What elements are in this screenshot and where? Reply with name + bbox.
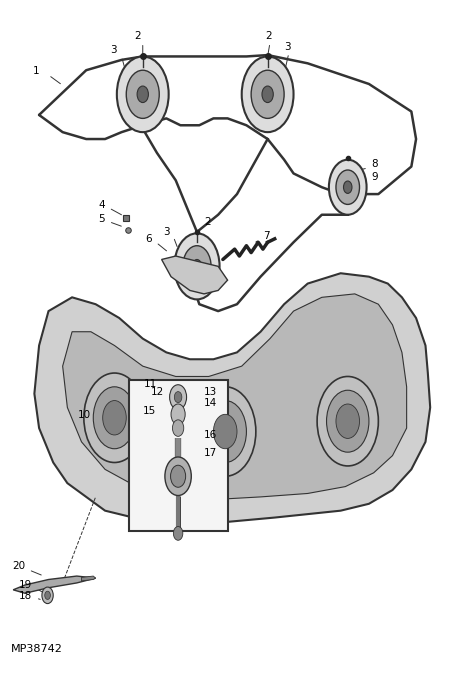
Text: 12: 12	[151, 387, 164, 397]
Polygon shape	[162, 256, 228, 294]
Circle shape	[329, 160, 366, 215]
Text: 19: 19	[19, 580, 32, 589]
Circle shape	[45, 591, 50, 600]
Circle shape	[171, 404, 185, 425]
Text: 3: 3	[164, 227, 170, 238]
Circle shape	[262, 86, 273, 102]
Circle shape	[174, 392, 182, 403]
Circle shape	[84, 373, 145, 462]
Circle shape	[93, 387, 136, 448]
Text: 3: 3	[284, 41, 291, 52]
Text: 14: 14	[204, 398, 217, 408]
Text: 17: 17	[204, 448, 217, 457]
Circle shape	[170, 385, 187, 410]
Circle shape	[165, 457, 191, 495]
Text: 10: 10	[78, 410, 91, 419]
Text: 2: 2	[204, 217, 210, 227]
Text: 8: 8	[371, 158, 378, 169]
Polygon shape	[13, 576, 96, 594]
Circle shape	[336, 404, 359, 438]
Circle shape	[126, 70, 159, 118]
Text: 7: 7	[263, 231, 270, 241]
Circle shape	[137, 86, 148, 102]
Circle shape	[173, 420, 184, 436]
Polygon shape	[63, 294, 407, 500]
Text: 3: 3	[110, 45, 117, 55]
Text: 15: 15	[143, 406, 156, 416]
Text: 2: 2	[265, 31, 272, 41]
Text: 18: 18	[19, 591, 32, 600]
Circle shape	[173, 527, 183, 540]
Text: 4: 4	[99, 200, 105, 210]
Text: 2: 2	[134, 31, 140, 41]
Polygon shape	[82, 576, 96, 581]
Text: 9: 9	[371, 172, 378, 182]
Circle shape	[192, 260, 201, 273]
Circle shape	[183, 246, 211, 287]
Circle shape	[171, 465, 186, 487]
Circle shape	[317, 377, 378, 466]
Circle shape	[174, 234, 219, 299]
Text: 13: 13	[204, 387, 217, 397]
Circle shape	[213, 415, 237, 448]
Text: 11: 11	[144, 379, 157, 389]
Circle shape	[103, 401, 126, 435]
Text: 5: 5	[99, 214, 105, 224]
Text: 16: 16	[204, 430, 217, 440]
Circle shape	[195, 387, 256, 476]
Circle shape	[242, 57, 293, 132]
Circle shape	[117, 57, 169, 132]
Text: 1: 1	[32, 66, 39, 75]
Circle shape	[344, 181, 352, 193]
FancyBboxPatch shape	[128, 380, 228, 531]
Circle shape	[327, 390, 369, 452]
Circle shape	[42, 587, 53, 603]
Circle shape	[336, 170, 359, 205]
Text: 20: 20	[12, 561, 25, 571]
Circle shape	[251, 70, 284, 118]
Text: MP38742: MP38742	[11, 644, 63, 654]
Text: 6: 6	[146, 234, 152, 244]
Polygon shape	[35, 273, 430, 524]
Circle shape	[204, 401, 246, 462]
